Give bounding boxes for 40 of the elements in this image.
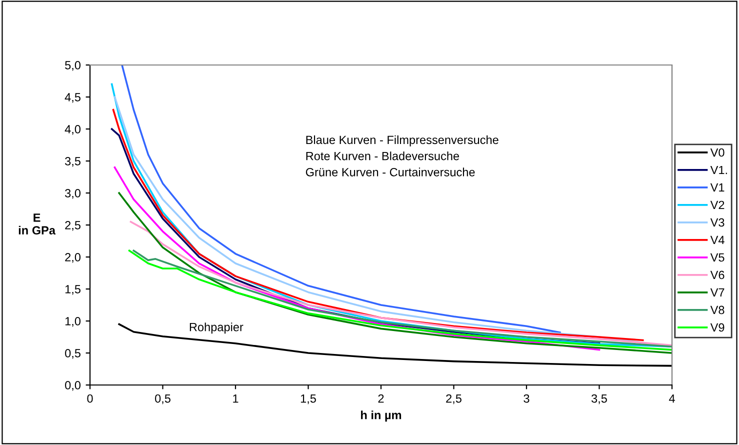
x-tick-label: 2 (378, 394, 384, 403)
x-tick-label: 0 (87, 394, 93, 403)
legend-label: V1. (710, 166, 727, 174)
y-tick-label: 2,5 (65, 221, 80, 231)
x-axis-title: h in µm (361, 410, 402, 422)
legend-label: V4 (710, 236, 724, 244)
legend-label: V8 (710, 306, 724, 314)
line-series (114, 166, 600, 351)
x-tick-label: 3 (524, 394, 530, 403)
x-tick-label: 2,5 (446, 394, 462, 404)
y-tick-label: 1,0 (65, 317, 81, 327)
y-tick-label: 3,0 (65, 189, 81, 199)
y-tick-label: 0,5 (65, 349, 80, 359)
annotation: Rohpapier (190, 322, 244, 334)
x-tick-label: 0,5 (155, 394, 170, 404)
y-axis-title: E in GPa (18, 214, 56, 235)
annotation: Blaue Kurven - Filmpressenversuche Rote Kurven - Bladeversuche Grüne Kurven - Curtainversuche (306, 135, 498, 176)
y-tick-label: 0,0 (65, 381, 81, 391)
line-series (130, 220, 672, 346)
y-tick-label: 4,5 (64, 93, 80, 103)
legend-label: V1 (710, 183, 724, 192)
x-tick-label: 1,5 (300, 394, 316, 404)
legend-label: V7 (710, 288, 724, 297)
y-tick-label: 3,5 (65, 157, 80, 167)
line-series (118, 192, 672, 354)
legend-label: V6 (710, 270, 724, 280)
x-tick-label: 4 (668, 394, 675, 403)
y-tick-label: 1,5 (65, 285, 80, 295)
legend-label: V3 (710, 218, 724, 227)
y-tick-label: 5,0 (65, 61, 81, 71)
y-tick-label: 4,0 (64, 125, 81, 135)
line-series (118, 323, 672, 367)
x-tick-label: 1 (233, 394, 238, 403)
legend-label: V2 (710, 200, 724, 210)
x-tick-label: 3,5 (591, 394, 607, 404)
y-tick-label: 2,0 (65, 253, 81, 263)
legend-label: V0 (710, 148, 724, 157)
line-series (121, 65, 561, 334)
legend-label: V9 (710, 323, 724, 332)
legend-label: V5 (710, 253, 724, 262)
